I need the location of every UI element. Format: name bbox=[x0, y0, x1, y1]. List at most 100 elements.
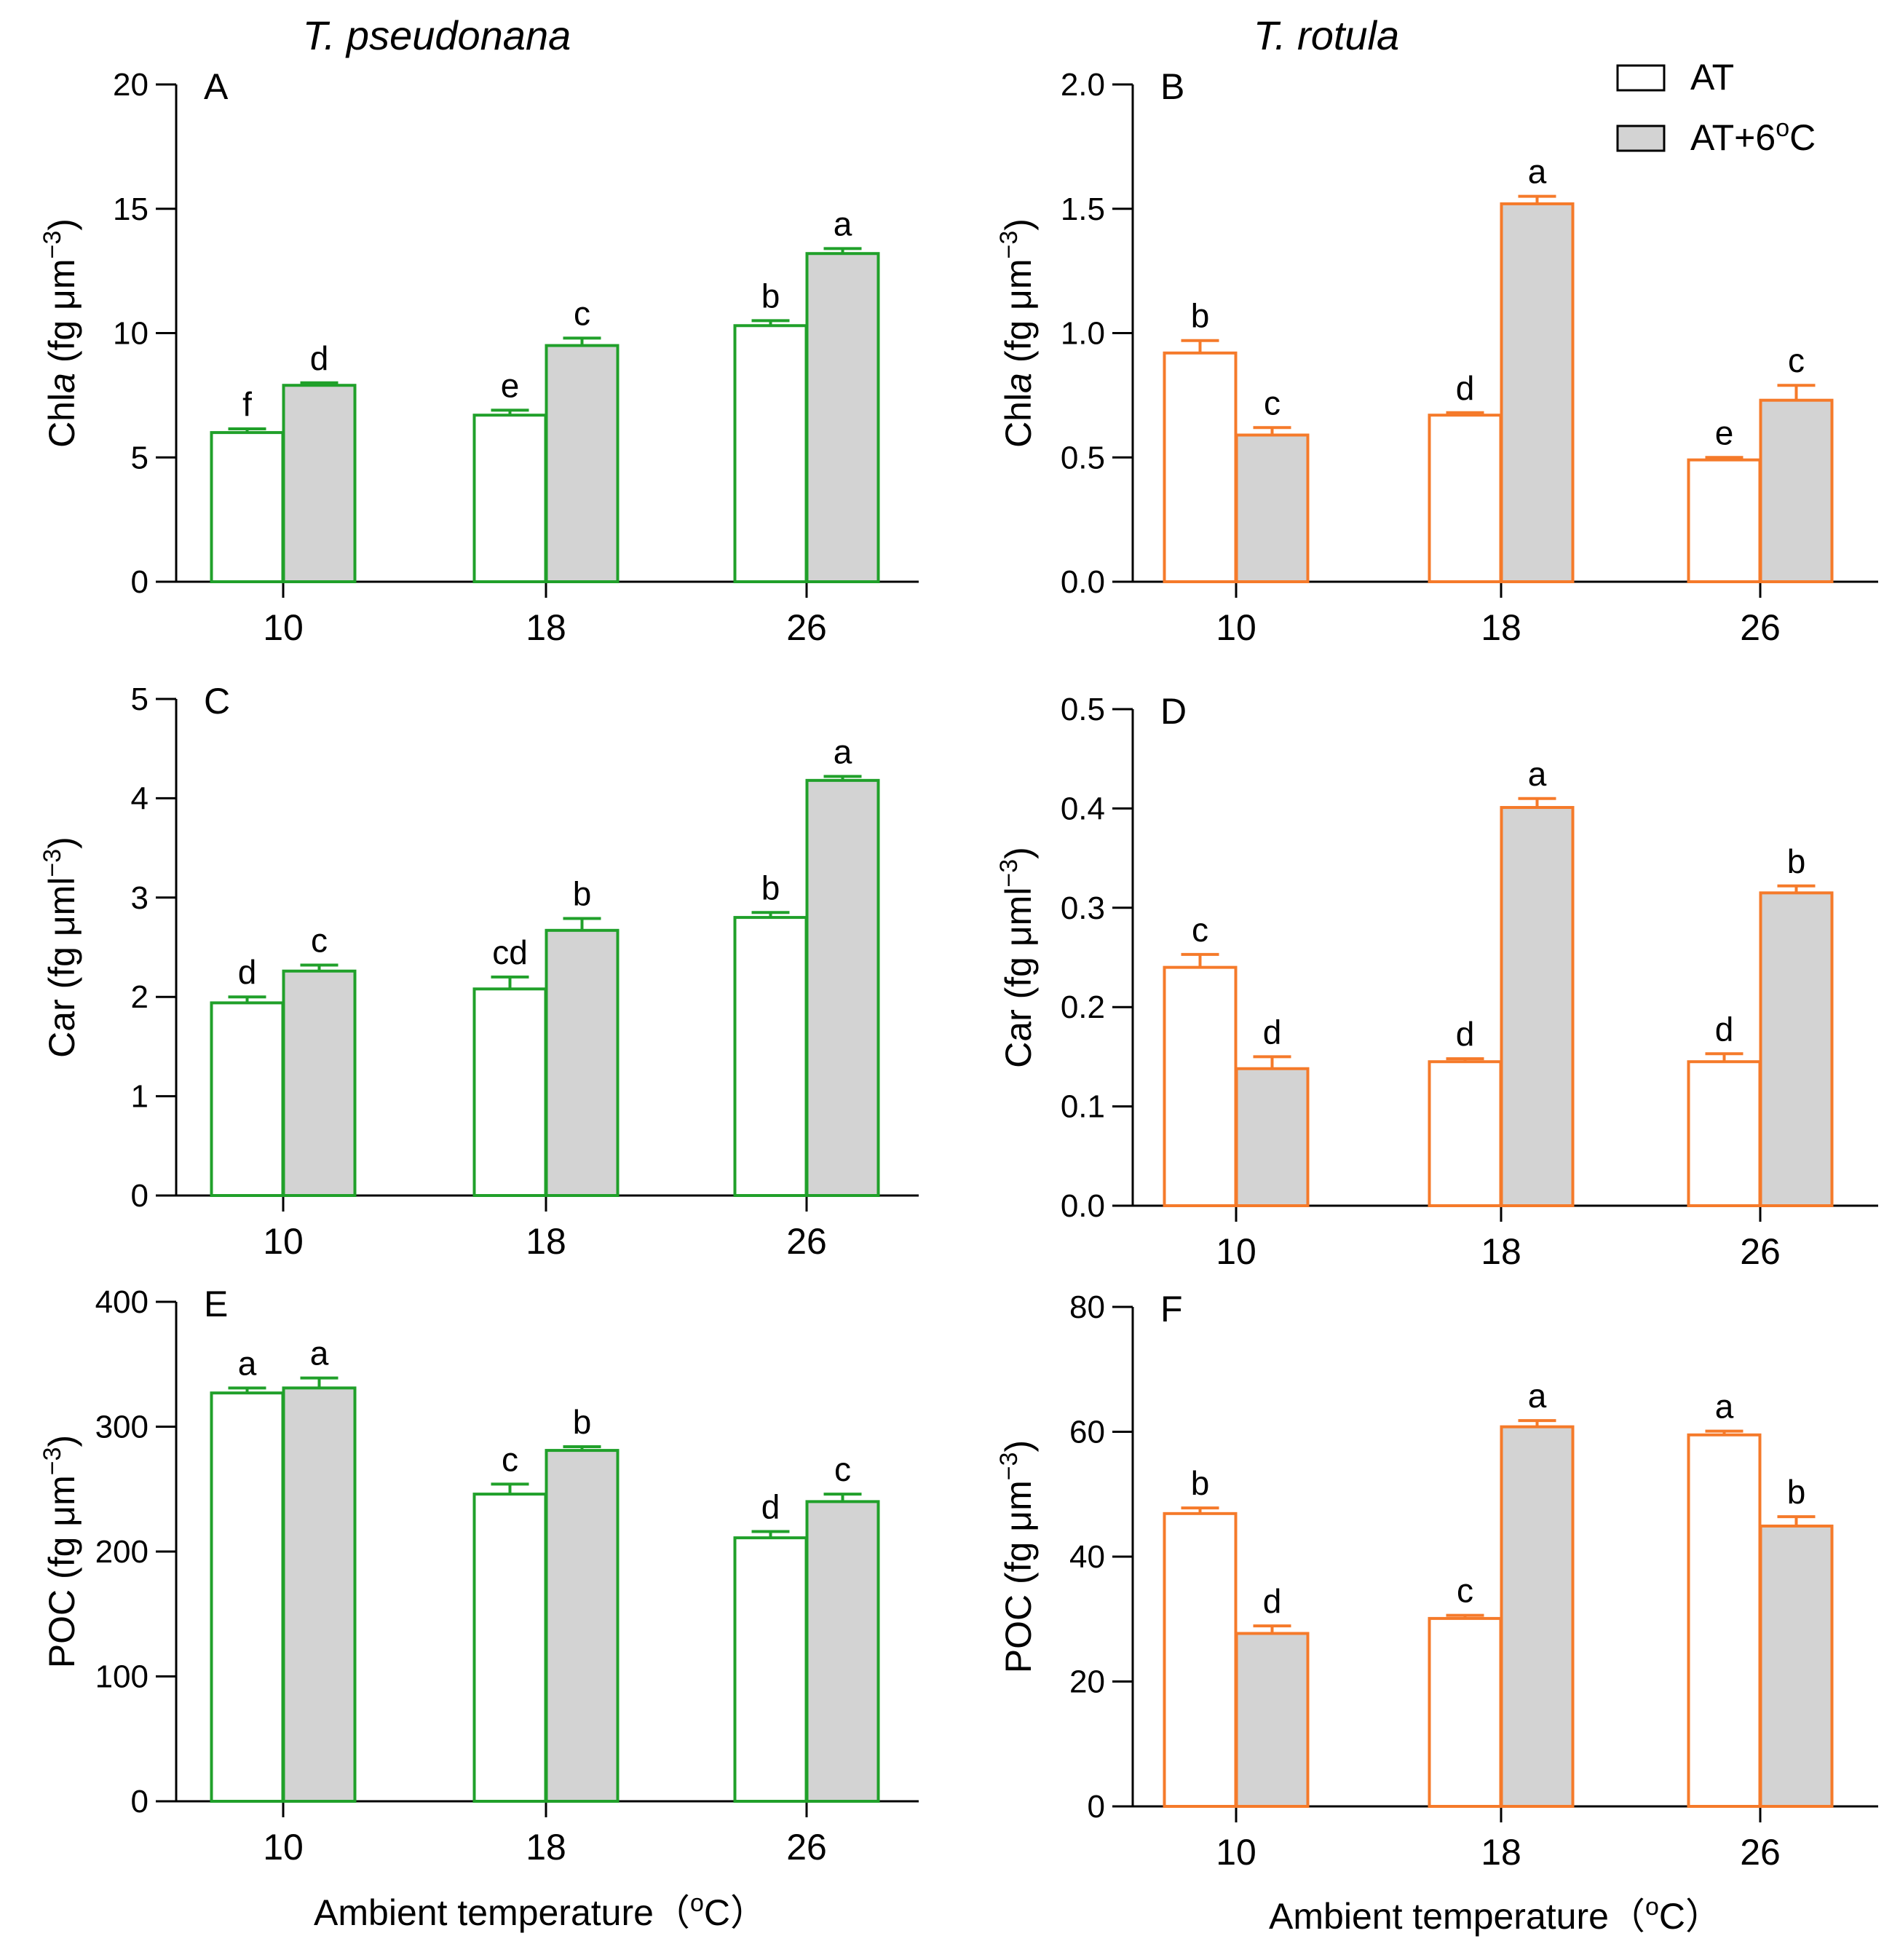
y-tick-label: 60 bbox=[1069, 1415, 1105, 1450]
column-title-left: T. pseudonana bbox=[303, 12, 571, 58]
significance-label: c bbox=[574, 294, 590, 332]
panel-letter: B bbox=[1160, 66, 1184, 107]
y-tick-label: 10 bbox=[113, 316, 149, 352]
bar-at6-10 bbox=[282, 1386, 357, 1803]
x-tick-label: 18 bbox=[526, 1827, 566, 1868]
significance-label: d bbox=[1263, 1582, 1282, 1620]
x-axis-title-right: Ambient temperature（oC） bbox=[1269, 1893, 1722, 1937]
y-tick-label: 2 bbox=[131, 979, 149, 1015]
significance-label: a bbox=[238, 1344, 257, 1382]
bar-at-18 bbox=[1428, 414, 1503, 583]
x-tick-label: 26 bbox=[1740, 1832, 1781, 1873]
y-tick-label: 15 bbox=[113, 191, 149, 227]
bar-at6-26 bbox=[805, 252, 880, 583]
significance-label: f bbox=[242, 385, 252, 423]
bar-at-18 bbox=[1428, 1616, 1503, 1809]
y-axis-label: Car (fg μml−3) bbox=[995, 847, 1039, 1068]
x-tick-label: 26 bbox=[1740, 1231, 1781, 1272]
bar-at-10 bbox=[1163, 1512, 1238, 1809]
significance-label: b bbox=[761, 869, 780, 906]
y-tick-label: 0.3 bbox=[1061, 890, 1105, 926]
bar-at-18 bbox=[472, 1493, 547, 1803]
y-axis-label: Car (fg μml−3) bbox=[39, 837, 82, 1058]
x-tick-label: 10 bbox=[263, 1827, 304, 1868]
x-tick-label: 10 bbox=[1216, 1231, 1256, 1272]
panel-letter: A bbox=[204, 66, 229, 107]
significance-label: a bbox=[310, 1335, 329, 1372]
panel-c: C 0 1 2 3 4 5 10 18 26 d cd b c b a Car (fg μml−3) bbox=[39, 681, 919, 1262]
x-tick-label: 18 bbox=[526, 607, 566, 648]
significance-label: b bbox=[573, 1403, 592, 1441]
bar-at6-26 bbox=[1759, 891, 1834, 1207]
x-tick-label: 10 bbox=[1216, 607, 1256, 648]
significance-label: a bbox=[1715, 1388, 1734, 1426]
panel-letter: C bbox=[204, 681, 230, 722]
significance-label: a bbox=[1528, 153, 1547, 191]
x-tick-label: 26 bbox=[786, 1221, 827, 1262]
bar-at-26 bbox=[733, 324, 808, 583]
panel-f: F 0 20 40 60 80 10 18 26 b c a d a b POC (fg μm−3) bbox=[995, 1289, 1878, 1873]
x-axis-title-left: Ambient temperature（oC） bbox=[314, 1889, 767, 1933]
bar-at-18 bbox=[472, 414, 547, 583]
x-tick-label: 26 bbox=[786, 1827, 827, 1868]
bar-at6-18 bbox=[1500, 1425, 1575, 1808]
y-tick-label: 20 bbox=[113, 67, 149, 103]
y-tick-label: 1.5 bbox=[1061, 191, 1105, 227]
bar-at6-26 bbox=[805, 1500, 880, 1803]
significance-label: d bbox=[1715, 1010, 1734, 1048]
panel-letter: E bbox=[204, 1284, 228, 1324]
bar-at-10 bbox=[1163, 965, 1238, 1207]
bar-at6-18 bbox=[1500, 202, 1575, 584]
bar-at-26 bbox=[733, 916, 808, 1197]
x-tick-label: 26 bbox=[786, 607, 827, 648]
bar-at-26 bbox=[1687, 1433, 1762, 1808]
y-tick-label: 300 bbox=[95, 1410, 149, 1445]
significance-label: c bbox=[1457, 1572, 1473, 1610]
bar-at-10 bbox=[210, 1001, 285, 1198]
significance-label: d bbox=[761, 1488, 780, 1526]
significance-label: a bbox=[1528, 1377, 1547, 1415]
y-tick-label: 0 bbox=[131, 564, 149, 600]
x-tick-label: 18 bbox=[526, 1221, 566, 1262]
x-tick-label: 18 bbox=[1481, 1832, 1521, 1873]
significance-label: c bbox=[311, 922, 328, 960]
legend: AT AT+6oC bbox=[1616, 57, 1816, 158]
bar-at-10 bbox=[1163, 351, 1238, 583]
significance-label: e bbox=[501, 366, 520, 404]
bar-at6-18 bbox=[545, 344, 620, 583]
bar-at-18 bbox=[1428, 1060, 1503, 1207]
y-axis-label: POC (fg μm−3) bbox=[39, 1435, 82, 1668]
y-axis-label: POC (fg μm−3) bbox=[995, 1440, 1039, 1673]
x-tick-label: 10 bbox=[263, 607, 304, 648]
y-tick-label: 0.5 bbox=[1061, 692, 1105, 727]
x-tick-label: 18 bbox=[1481, 1231, 1521, 1272]
y-tick-label: 4 bbox=[131, 781, 149, 816]
bar-at-26 bbox=[1687, 458, 1762, 583]
y-tick-label: 0.4 bbox=[1061, 791, 1105, 826]
x-tick-label: 18 bbox=[1481, 607, 1521, 648]
y-tick-label: 0.2 bbox=[1061, 989, 1105, 1025]
significance-label: a bbox=[1528, 755, 1547, 793]
bar-at6-26 bbox=[1759, 398, 1834, 584]
bar-at6-10 bbox=[282, 384, 357, 584]
y-tick-label: 0 bbox=[1088, 1789, 1105, 1825]
y-tick-label: 0 bbox=[131, 1784, 149, 1819]
y-tick-label: 0.5 bbox=[1061, 440, 1105, 475]
significance-label: d bbox=[310, 339, 329, 377]
significance-label: b bbox=[573, 874, 592, 912]
panel-a: A 0 5 10 15 20 10 18 26 f e b d c a Chla (fg μm−3) bbox=[39, 66, 919, 648]
y-tick-label: 0.0 bbox=[1061, 1188, 1105, 1224]
x-axis-labels: Ambient temperature（oC） Ambient temperatu… bbox=[314, 1889, 1722, 1937]
bar-at-18 bbox=[472, 987, 547, 1197]
bar-at6-26 bbox=[1759, 1524, 1834, 1808]
significance-label: b bbox=[1191, 297, 1210, 335]
legend-item-at6: AT+6oC bbox=[1616, 114, 1816, 158]
y-tick-label: 400 bbox=[95, 1284, 149, 1320]
panel-b: B 0.0 0.5 1.0 1.5 2.0 10 18 26 b d e c a c Chla (fg μm−… bbox=[995, 66, 1878, 648]
bar-at-10 bbox=[210, 1391, 285, 1803]
panel-d: D 0.0 0.1 0.2 0.3 0.4 0.5 10 18 26 c d d d a b Car (fg μ… bbox=[995, 691, 1878, 1272]
y-tick-label: 5 bbox=[131, 440, 149, 475]
significance-label: d bbox=[1263, 1013, 1282, 1051]
